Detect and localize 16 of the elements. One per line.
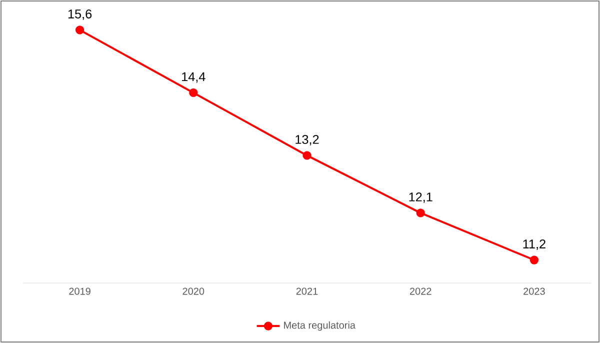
point xyxy=(75,26,84,34)
x-tick-label: 2021 xyxy=(296,288,318,295)
x-tick-label: 2019 xyxy=(69,288,90,295)
point xyxy=(416,208,425,218)
x-tick-label: 2023 xyxy=(524,288,545,295)
x-tick-label: 2022 xyxy=(410,288,432,295)
point xyxy=(302,151,312,160)
point xyxy=(189,88,198,98)
data-label: 13,2 xyxy=(296,134,319,146)
x-tick-label: 2020 xyxy=(182,288,204,295)
data-label: 15,6 xyxy=(68,9,92,20)
legend-label: Meta regulatoria xyxy=(284,321,356,331)
data-label: 12,1 xyxy=(409,192,432,203)
point xyxy=(530,256,539,264)
data-label: 11,2 xyxy=(523,239,546,250)
data-label: 14,4 xyxy=(182,72,206,83)
